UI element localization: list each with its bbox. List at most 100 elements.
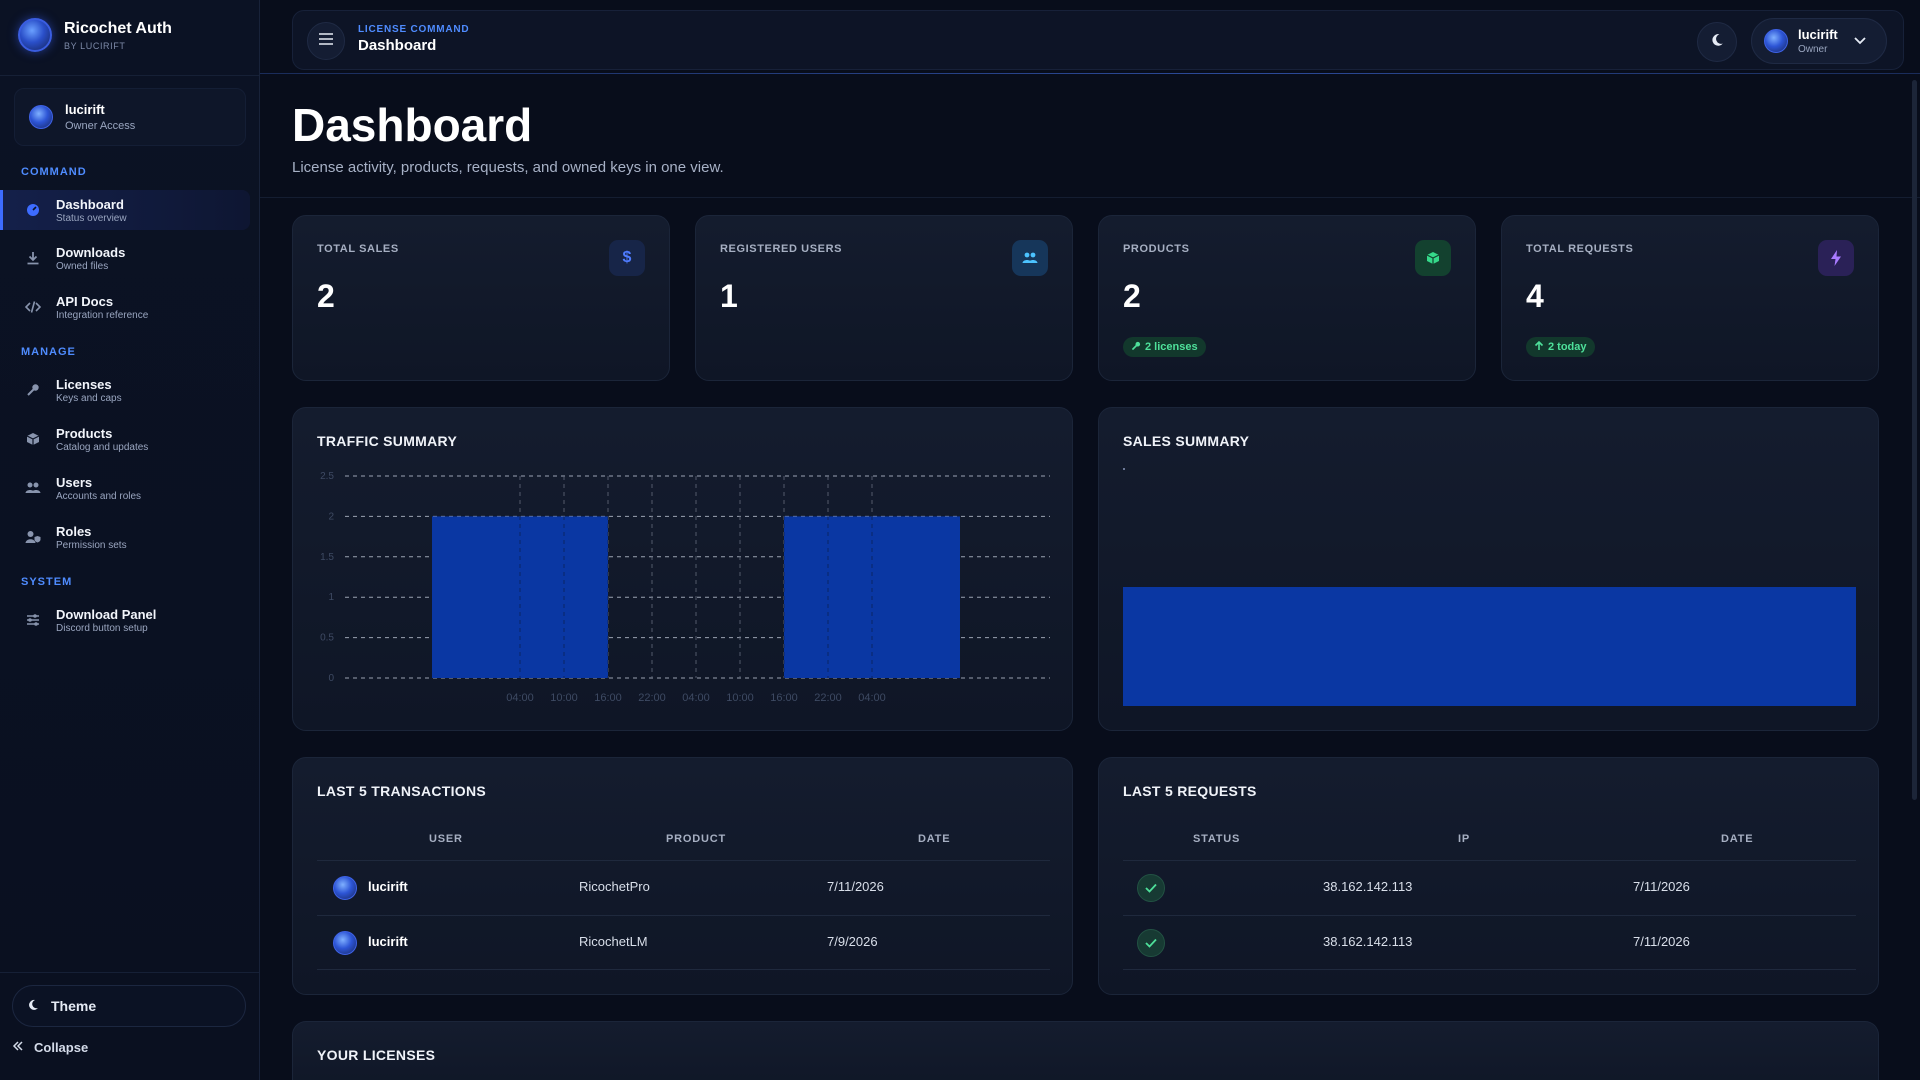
card-title: TRAFFIC SUMMARY: [317, 433, 458, 449]
collapse-button[interactable]: Collapse: [12, 1040, 88, 1055]
x-tick-label: 22:00: [638, 692, 666, 704]
cell-user: lucirift: [368, 879, 408, 894]
user-menu-role: Owner: [1798, 44, 1828, 55]
y-tick-label: 1.5: [320, 552, 334, 563]
theme-button[interactable]: Theme: [12, 985, 246, 1027]
x-tick-label: 10:00: [726, 692, 754, 704]
sidebar-item-roles[interactable]: Roles Permission sets: [0, 517, 250, 557]
stat-label: TOTAL REQUESTS: [1526, 243, 1634, 255]
avatar: [333, 931, 357, 955]
status-badge: 2 today: [1526, 337, 1595, 357]
download-icon: [24, 249, 42, 267]
badge-text: 2 today: [1548, 341, 1587, 353]
divider: [0, 972, 259, 973]
chevron-down-icon: [1854, 32, 1866, 50]
cell-date: 7/11/2026: [1633, 879, 1690, 894]
traffic-summary-card: TRAFFIC SUMMARY 0 0.5 1 1.5 2 2.5 04:00 10:00 16…: [292, 407, 1073, 731]
page-title: Dashboard: [292, 99, 533, 151]
traffic-chart: 0 0.5 1 1.5 2 2.5 04:00 10:00 16:00 22:00 04:00 10:…: [320, 471, 1050, 704]
avatar: [333, 876, 357, 900]
sidebar-item-download-panel[interactable]: Download Panel Discord button setup: [0, 600, 250, 640]
column-header-date[interactable]: DATE: [918, 833, 951, 845]
section-label-system: SYSTEM: [21, 576, 73, 588]
sliders-icon: [24, 611, 42, 629]
cell-product: RicochetPro: [579, 879, 650, 894]
nav-title: Products: [56, 425, 113, 441]
nav-sub: Permission sets: [56, 539, 127, 551]
column-header-date[interactable]: DATE: [1721, 833, 1754, 845]
sidebar: Ricochet Auth BY LUCIRIFT lucirift Owner…: [0, 0, 260, 1080]
table-row[interactable]: 38.162.142.113 7/11/2026: [1123, 915, 1856, 970]
stat-label: TOTAL SALES: [317, 243, 399, 255]
sidebar-item-products[interactable]: Products Catalog and updates: [0, 419, 250, 459]
table-row[interactable]: 38.162.142.113 7/11/2026: [1123, 860, 1856, 915]
transactions-card: LAST 5 TRANSACTIONS USER PRODUCT DATE lu…: [292, 757, 1073, 995]
nav-title: Users: [56, 474, 93, 490]
breadcrumb-title: Dashboard: [358, 37, 437, 54]
topbar: LICENSE COMMAND Dashboard lucirift Owner: [292, 10, 1904, 70]
card-title: YOUR LICENSES: [317, 1047, 436, 1063]
column-header-product[interactable]: PRODUCT: [666, 833, 726, 845]
x-tick-label: 16:00: [594, 692, 622, 704]
moon-icon: [1710, 33, 1724, 52]
card-title: LAST 5 TRANSACTIONS: [317, 783, 487, 799]
cell-date: 7/11/2026: [1633, 934, 1690, 949]
x-tick-label: 10:00: [550, 692, 578, 704]
stat-value: 1: [720, 278, 738, 314]
stat-card-registered-users: REGISTERED USERS 1: [695, 215, 1073, 381]
stat-value: 2: [1123, 278, 1141, 314]
section-label-command: COMMAND: [21, 166, 87, 178]
stat-label: PRODUCTS: [1123, 243, 1190, 255]
sidebar-item-downloads[interactable]: Downloads Owned files: [0, 238, 250, 278]
key-icon: [24, 381, 42, 399]
check-icon: [1137, 929, 1165, 957]
column-header-status[interactable]: STATUS: [1193, 833, 1241, 845]
y-tick-label: 1: [328, 592, 334, 603]
user-shield-icon: [24, 528, 42, 546]
theme-toggle-button[interactable]: [1697, 22, 1737, 62]
nav-title: API Docs: [56, 293, 114, 309]
moon-icon: [27, 998, 39, 1014]
sidebar-item-licenses[interactable]: Licenses Keys and caps: [0, 370, 250, 410]
sidebar-user-card[interactable]: lucirift Owner Access: [14, 88, 246, 146]
breadcrumb-section: LICENSE COMMAND: [358, 24, 470, 35]
stat-card-products: PRODUCTS 2 2 licenses: [1098, 215, 1476, 381]
brand-name: Ricochet Auth: [64, 19, 172, 37]
nav-sub: Integration reference: [56, 309, 149, 321]
column-header-ip[interactable]: IP: [1458, 833, 1470, 845]
licenses-card: YOUR LICENSES: [292, 1021, 1879, 1080]
sidebar-item-dashboard[interactable]: Dashboard Status overview: [0, 190, 250, 230]
nav-title: Roles: [56, 523, 92, 539]
sidebar-item-api-docs[interactable]: API Docs Integration reference: [0, 287, 250, 327]
card-title: LAST 5 REQUESTS: [1123, 783, 1257, 799]
check-icon: [1137, 874, 1165, 902]
avatar: [1764, 29, 1788, 53]
user-menu[interactable]: lucirift Owner: [1751, 18, 1887, 64]
nav-title: Licenses: [56, 376, 112, 392]
arrow-up-icon: [1534, 340, 1544, 354]
scrollbar[interactable]: [1912, 80, 1917, 800]
nav-sub: Owned files: [56, 260, 109, 272]
brand[interactable]: Ricochet Auth BY LUCIRIFT: [18, 18, 172, 52]
code-icon: [24, 298, 42, 316]
chart-marker: [1123, 468, 1125, 470]
y-tick-label: 0: [328, 673, 334, 684]
brand-logo: [18, 18, 52, 52]
divider: [260, 197, 1920, 198]
cell-product: RicochetLM: [579, 934, 648, 949]
nav-sub: Accounts and roles: [56, 490, 142, 502]
users-icon: [24, 479, 42, 497]
cell-user: lucirift: [368, 934, 408, 949]
sidebar-item-users[interactable]: Users Accounts and roles: [0, 468, 250, 508]
nav-sub: Catalog and updates: [56, 441, 149, 453]
column-header-user[interactable]: USER: [429, 833, 463, 845]
nav-sub: Status overview: [56, 212, 127, 224]
table-row[interactable]: lucirift RicochetLM 7/9/2026: [317, 915, 1050, 970]
badge-text: 2 licenses: [1145, 341, 1198, 353]
cell-date: 7/11/2026: [827, 879, 884, 894]
stat-card-total-requests: TOTAL REQUESTS 4 2 today: [1501, 215, 1879, 381]
y-tick-label: 0.5: [320, 633, 334, 644]
x-tick-label: 04:00: [506, 692, 534, 704]
menu-button[interactable]: [307, 22, 345, 60]
table-row[interactable]: lucirift RicochetPro 7/11/2026: [317, 860, 1050, 915]
